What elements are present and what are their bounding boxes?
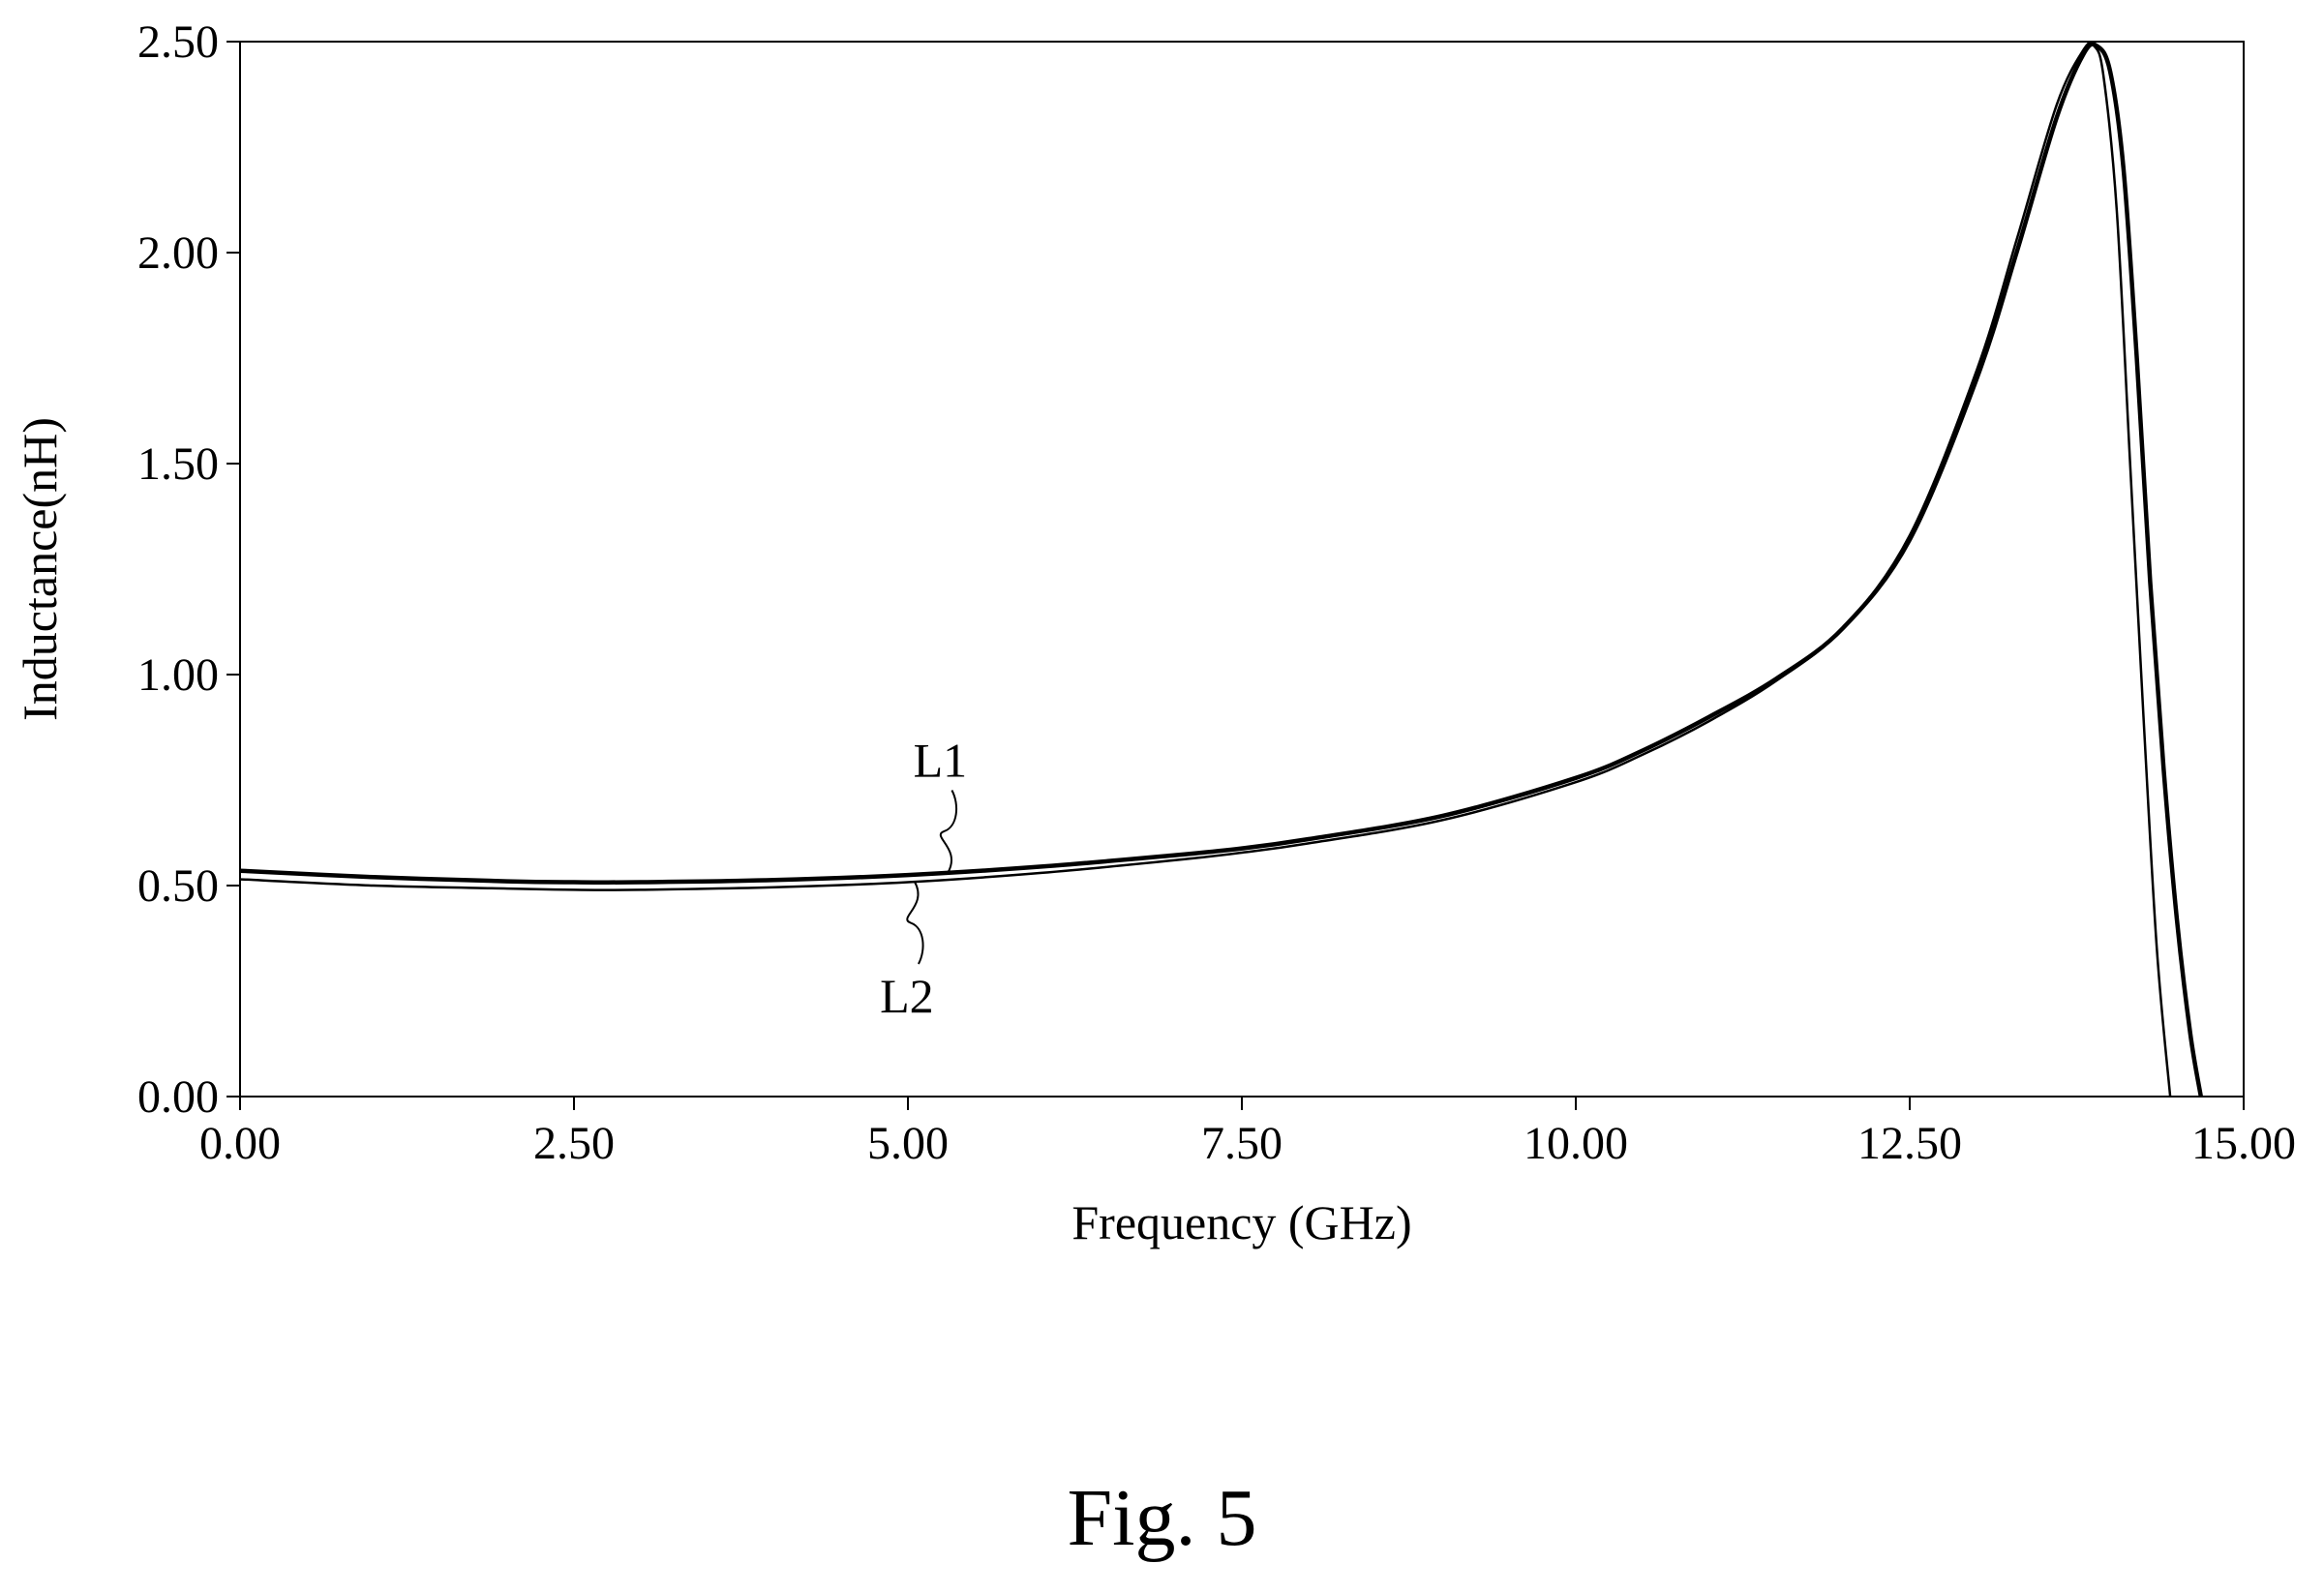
label-leader-l1 [939, 790, 958, 873]
y-axis-ticks: 0.00 0.50 1.00 1.50 2.00 2.50 [137, 16, 240, 1123]
plot-frame [239, 41, 2245, 1098]
label-leader-l2 [906, 881, 924, 965]
series-lines [239, 41, 2204, 1098]
y-tick-label: 2.50 [137, 16, 219, 68]
series-annotations: L1 L2 [880, 733, 967, 1023]
series-line-l1 [239, 42, 2204, 1098]
series-label-l1: L1 [914, 733, 968, 787]
x-tick-label: 5.00 [867, 1118, 949, 1169]
x-tick-label: 2.50 [533, 1118, 615, 1169]
y-tick-label: 0.00 [137, 1071, 219, 1123]
x-tick-label: 7.50 [1201, 1118, 1283, 1169]
x-tick-label: 15.00 [2191, 1118, 2296, 1169]
y-tick-label: 1.00 [137, 649, 219, 701]
y-axis-title: Inductance(nH) [13, 417, 67, 721]
x-axis-title: Frequency (GHz) [1071, 1195, 1411, 1249]
x-tick-label: 10.00 [1524, 1118, 1628, 1169]
y-tick-label: 1.50 [137, 438, 219, 490]
x-tick-label: 0.00 [199, 1118, 281, 1169]
series-line-l2 [239, 41, 2172, 1098]
series-label-l2: L2 [880, 969, 934, 1023]
y-tick-label: 2.00 [137, 227, 219, 279]
x-tick-label: 12.50 [1857, 1118, 1962, 1169]
x-axis-ticks: 0.00 2.50 5.00 7.50 10.00 12.50 15.00 [199, 1097, 2296, 1169]
figure-caption: Fig. 5 [1067, 1473, 1257, 1563]
y-tick-label: 0.50 [137, 860, 219, 912]
